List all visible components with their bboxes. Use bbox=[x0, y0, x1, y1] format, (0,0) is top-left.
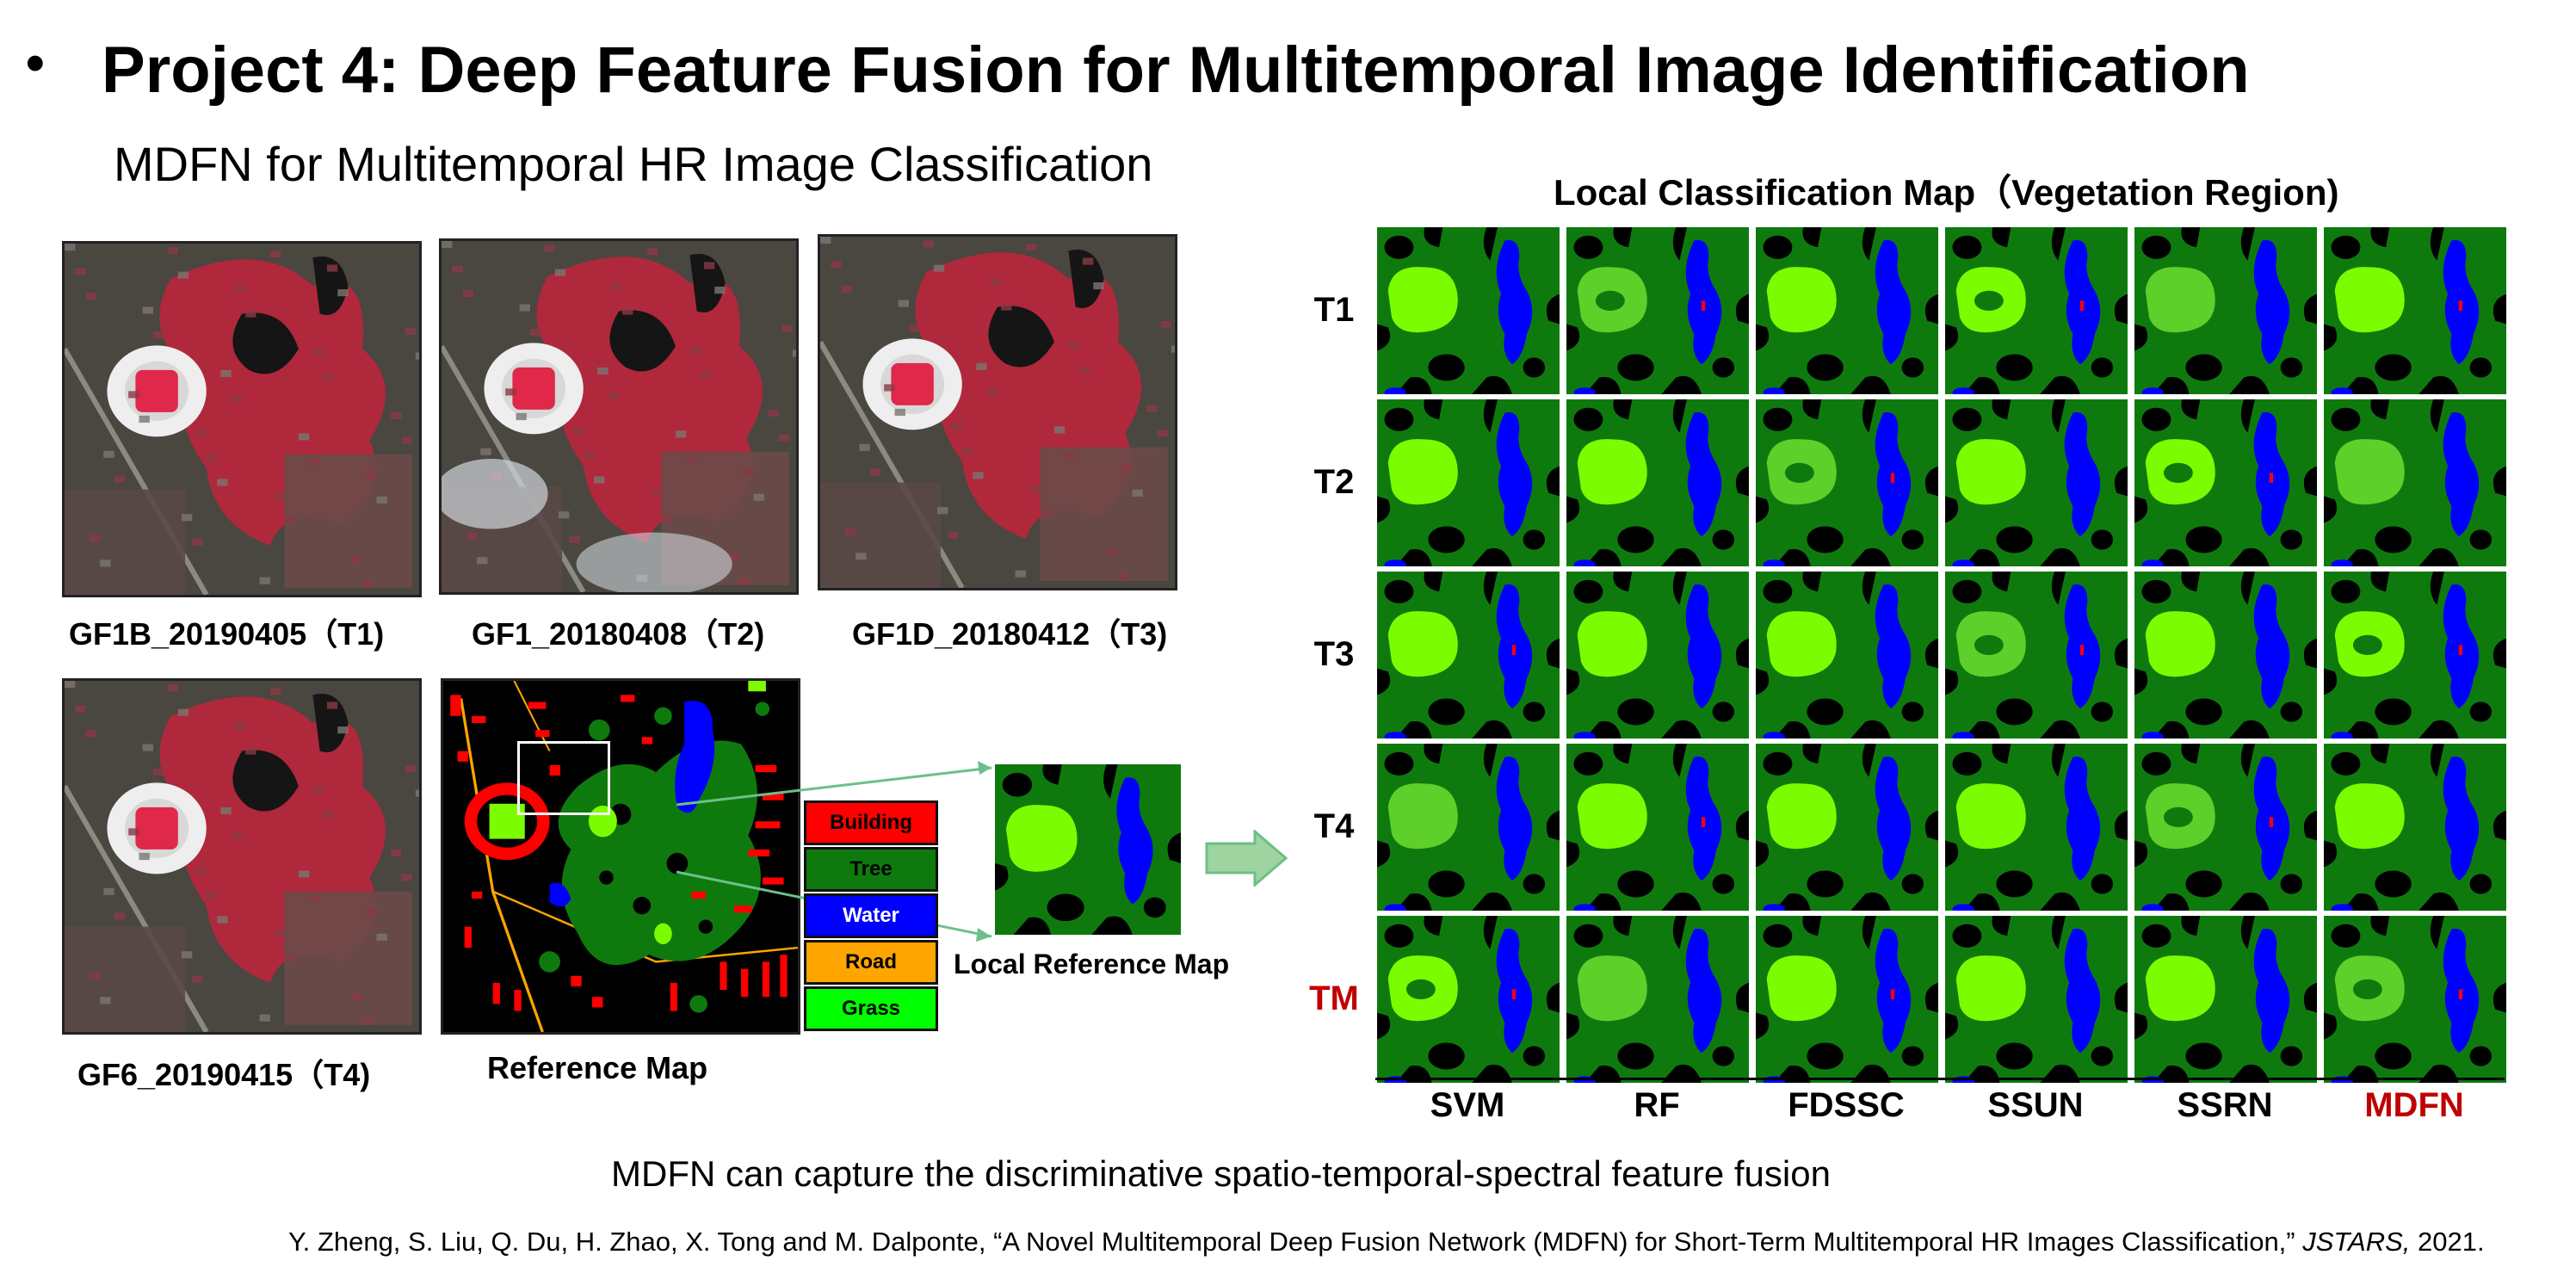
classification-map-tm-ssun bbox=[1945, 916, 2128, 1083]
classification-map-t2-rf bbox=[1566, 399, 1749, 566]
caption-t4: GF6_20190415（T4) bbox=[77, 1057, 371, 1092]
grid-bottom-line bbox=[1375, 1078, 2505, 1080]
legend: Building Tree Water Road Grass bbox=[804, 800, 938, 1033]
classification-map-t1-ssrn bbox=[2134, 227, 2317, 394]
classification-map-t3-ssrn bbox=[2134, 572, 2317, 739]
classification-map-t2-ssun bbox=[1945, 399, 2128, 566]
classification-map-t3-svm bbox=[1377, 572, 1560, 739]
classification-map-t4-rf bbox=[1566, 744, 1749, 911]
right-arrow-icon bbox=[1205, 830, 1288, 887]
row-label-t2: T2 bbox=[1313, 463, 1355, 501]
conclusion-statement: MDFN can capture the discriminative spat… bbox=[611, 1153, 1831, 1194]
satellite-image-t2 bbox=[439, 238, 799, 595]
column-label-rf: RF bbox=[1634, 1086, 1680, 1124]
row-label-t4: T4 bbox=[1313, 807, 1355, 845]
classification-map-tm-ssrn bbox=[2134, 916, 2317, 1083]
legend-item-water: Water bbox=[804, 893, 938, 938]
local-reference-map bbox=[995, 764, 1181, 935]
bullet-point: • bbox=[26, 34, 45, 93]
row-label-t3: T3 bbox=[1313, 635, 1355, 673]
citation: Y. Zheng, S. Liu, Q. Du, H. Zhao, X. Ton… bbox=[288, 1227, 2485, 1258]
legend-item-grass: Grass bbox=[804, 986, 938, 1031]
row-label-t1: T1 bbox=[1313, 291, 1355, 329]
legend-item-building: Building bbox=[804, 800, 938, 845]
caption-reference-map: Reference Map bbox=[487, 1050, 708, 1085]
classification-map-tm-mdfn bbox=[2324, 916, 2506, 1083]
classification-map-t3-fdssc bbox=[1756, 572, 1938, 739]
classification-map-t4-ssrn bbox=[2134, 744, 2317, 911]
satellite-image-t3 bbox=[818, 234, 1177, 590]
classification-map-t2-ssrn bbox=[2134, 399, 2317, 566]
classification-map-t3-rf bbox=[1566, 572, 1749, 739]
slide-title: Project 4: Deep Feature Fusion for Multi… bbox=[102, 34, 2250, 107]
slide-subtitle: MDFN for Multitemporal HR Image Classifi… bbox=[114, 137, 1153, 191]
caption-t1: GF1B_20190405（T1) bbox=[69, 616, 385, 652]
satellite-image-t4 bbox=[62, 678, 422, 1035]
classification-grid-background bbox=[1375, 226, 2507, 1079]
classification-map-t3-ssun bbox=[1945, 572, 2128, 739]
caption-local-reference-map: Local Reference Map bbox=[954, 949, 1230, 980]
classification-map-t1-fdssc bbox=[1756, 227, 1938, 394]
classification-map-t4-mdfn bbox=[2324, 744, 2506, 911]
caption-t3: GF1D_20180412（T3) bbox=[852, 616, 1168, 652]
classification-map-tm-rf bbox=[1566, 916, 1749, 1083]
classification-map-t1-rf bbox=[1566, 227, 1749, 394]
reference-map bbox=[441, 678, 800, 1035]
classification-title: Local Classification Map（Vegetation Regi… bbox=[1554, 172, 2339, 213]
caption-t2: GF1_20180408（T2) bbox=[472, 616, 765, 652]
column-label-fdssc: FDSSC bbox=[1788, 1086, 1905, 1124]
classification-map-t1-mdfn bbox=[2324, 227, 2506, 394]
classification-map-t4-ssun bbox=[1945, 744, 2128, 911]
classification-map-t1-svm bbox=[1377, 227, 1560, 394]
citation-year: 2021. bbox=[2410, 1227, 2485, 1257]
classification-map-t4-fdssc bbox=[1756, 744, 1938, 911]
column-label-mdfn: MDFN bbox=[2364, 1086, 2464, 1124]
row-label-tm: TM bbox=[1309, 980, 1359, 1017]
satellite-image-t1 bbox=[62, 241, 422, 597]
zoom-region-box bbox=[517, 741, 610, 815]
column-label-ssun: SSUN bbox=[1987, 1086, 2084, 1124]
column-label-ssrn: SSRN bbox=[2177, 1086, 2273, 1124]
classification-map-t3-mdfn bbox=[2324, 572, 2506, 739]
classification-map-tm-svm bbox=[1377, 916, 1560, 1083]
classification-map-t1-ssun bbox=[1945, 227, 2128, 394]
classification-map-t4-svm bbox=[1377, 744, 1560, 911]
legend-item-road: Road bbox=[804, 940, 938, 985]
legend-item-tree: Tree bbox=[804, 847, 938, 892]
classification-map-tm-fdssc bbox=[1756, 916, 1938, 1083]
classification-map-t2-fdssc bbox=[1756, 399, 1938, 566]
column-label-svm: SVM bbox=[1430, 1086, 1505, 1124]
classification-map-t2-svm bbox=[1377, 399, 1560, 566]
classification-map-t2-mdfn bbox=[2324, 399, 2506, 566]
citation-authors-title: Y. Zheng, S. Liu, Q. Du, H. Zhao, X. Ton… bbox=[288, 1227, 2303, 1257]
citation-journal: JSTARS, bbox=[2302, 1227, 2411, 1257]
